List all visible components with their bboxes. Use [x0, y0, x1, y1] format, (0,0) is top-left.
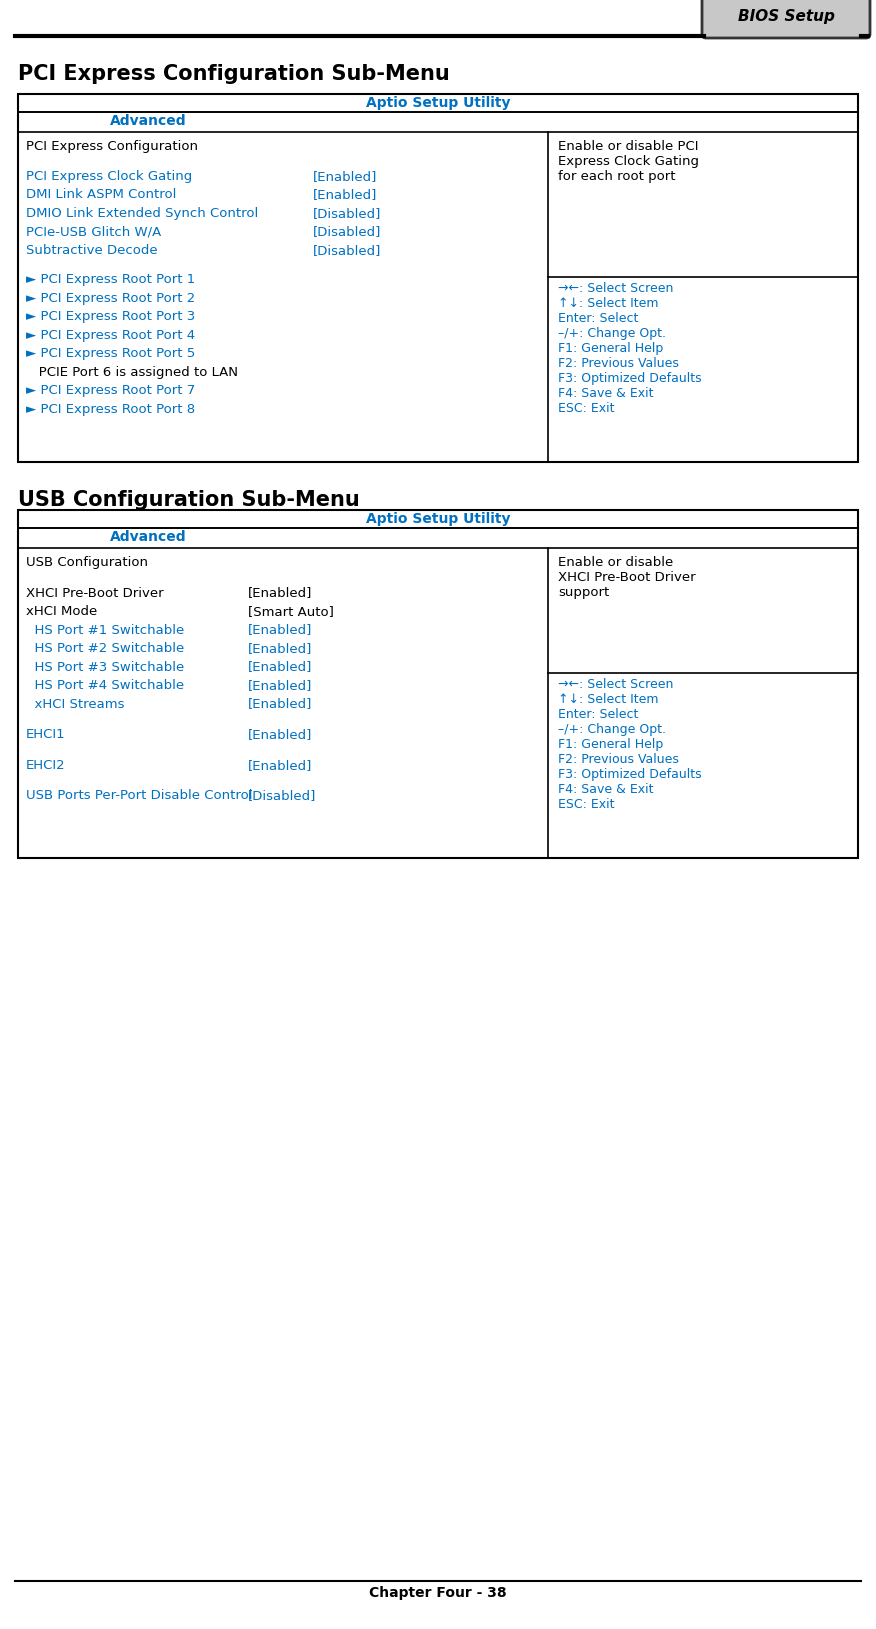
Text: xHCI Streams: xHCI Streams — [26, 697, 124, 710]
Text: [Enabled]: [Enabled] — [248, 697, 313, 710]
Text: Advanced: Advanced — [110, 114, 187, 129]
Bar — [18, 510, 858, 858]
Text: DMIO Link Extended Synch Control: DMIO Link Extended Synch Control — [26, 207, 258, 220]
Text: HS Port #4 Switchable: HS Port #4 Switchable — [26, 679, 184, 692]
Bar — [18, 94, 858, 112]
Text: USB Configuration: USB Configuration — [26, 555, 148, 569]
Text: PCI Express Configuration Sub-Menu: PCI Express Configuration Sub-Menu — [18, 64, 449, 85]
Text: PCI Express Configuration: PCI Express Configuration — [26, 140, 198, 153]
Text: [Disabled]: [Disabled] — [313, 207, 381, 220]
Bar — [18, 112, 858, 132]
Text: [Enabled]: [Enabled] — [313, 187, 378, 200]
Text: Subtractive Decode: Subtractive Decode — [26, 244, 158, 257]
Text: ► PCI Express Root Port 8: ► PCI Express Root Port 8 — [26, 402, 195, 415]
Bar — [18, 528, 858, 547]
Text: [Disabled]: [Disabled] — [313, 225, 381, 238]
Text: PCIE Port 6 is assigned to LAN: PCIE Port 6 is assigned to LAN — [26, 365, 238, 378]
Text: [Disabled]: [Disabled] — [313, 244, 381, 257]
Text: →←: Select Screen
↑↓: Select Item
Enter: Select
–/+: Change Opt.
F1: General Hel: →←: Select Screen ↑↓: Select Item Enter:… — [558, 678, 702, 811]
Text: BIOS Setup: BIOS Setup — [738, 8, 835, 23]
Text: HS Port #1 Switchable: HS Port #1 Switchable — [26, 624, 184, 637]
Text: Aptio Setup Utility: Aptio Setup Utility — [366, 512, 510, 526]
Text: [Enabled]: [Enabled] — [248, 642, 313, 655]
Text: USB Ports Per-Port Disable Control: USB Ports Per-Port Disable Control — [26, 788, 252, 801]
Text: [Enabled]: [Enabled] — [248, 679, 313, 692]
Text: Advanced: Advanced — [110, 529, 187, 544]
Text: →←: Select Screen
↑↓: Select Item
Enter: Select
–/+: Change Opt.
F1: General Hel: →←: Select Screen ↑↓: Select Item Enter:… — [558, 282, 702, 415]
Text: Enable or disable
XHCI Pre-Boot Driver
support: Enable or disable XHCI Pre-Boot Driver s… — [558, 555, 696, 599]
Text: Chapter Four - 38: Chapter Four - 38 — [369, 1587, 507, 1600]
Text: [Smart Auto]: [Smart Auto] — [248, 604, 334, 617]
Text: [Disabled]: [Disabled] — [248, 788, 316, 801]
Text: HS Port #3 Switchable: HS Port #3 Switchable — [26, 660, 184, 673]
Text: PCI Express Clock Gating: PCI Express Clock Gating — [26, 169, 192, 182]
Text: XHCI Pre-Boot Driver: XHCI Pre-Boot Driver — [26, 586, 164, 599]
Text: [Enabled]: [Enabled] — [248, 728, 313, 741]
Text: USB Configuration Sub-Menu: USB Configuration Sub-Menu — [18, 490, 360, 510]
Text: [Enabled]: [Enabled] — [313, 169, 378, 182]
Text: HS Port #2 Switchable: HS Port #2 Switchable — [26, 642, 184, 655]
Text: [Enabled]: [Enabled] — [248, 759, 313, 772]
Text: PCIe-USB Glitch W/A: PCIe-USB Glitch W/A — [26, 225, 161, 238]
Text: [Enabled]: [Enabled] — [248, 624, 313, 637]
Text: Aptio Setup Utility: Aptio Setup Utility — [366, 96, 510, 111]
Text: EHCI1: EHCI1 — [26, 728, 66, 741]
FancyBboxPatch shape — [702, 0, 870, 37]
Bar — [18, 510, 858, 528]
Text: Enable or disable PCI
Express Clock Gating
for each root port: Enable or disable PCI Express Clock Gati… — [558, 140, 699, 182]
Text: DMI Link ASPM Control: DMI Link ASPM Control — [26, 187, 176, 200]
Text: ► PCI Express Root Port 2: ► PCI Express Root Port 2 — [26, 292, 195, 305]
Text: xHCI Mode: xHCI Mode — [26, 604, 97, 617]
Text: ► PCI Express Root Port 7: ► PCI Express Root Port 7 — [26, 384, 195, 397]
Text: [Enabled]: [Enabled] — [248, 660, 313, 673]
Bar — [18, 94, 858, 463]
Text: [Enabled]: [Enabled] — [248, 586, 313, 599]
Text: ► PCI Express Root Port 4: ► PCI Express Root Port 4 — [26, 329, 195, 342]
Text: ► PCI Express Root Port 3: ► PCI Express Root Port 3 — [26, 310, 195, 323]
Text: ► PCI Express Root Port 5: ► PCI Express Root Port 5 — [26, 347, 195, 360]
Text: EHCI2: EHCI2 — [26, 759, 66, 772]
Text: ► PCI Express Root Port 1: ► PCI Express Root Port 1 — [26, 274, 195, 287]
